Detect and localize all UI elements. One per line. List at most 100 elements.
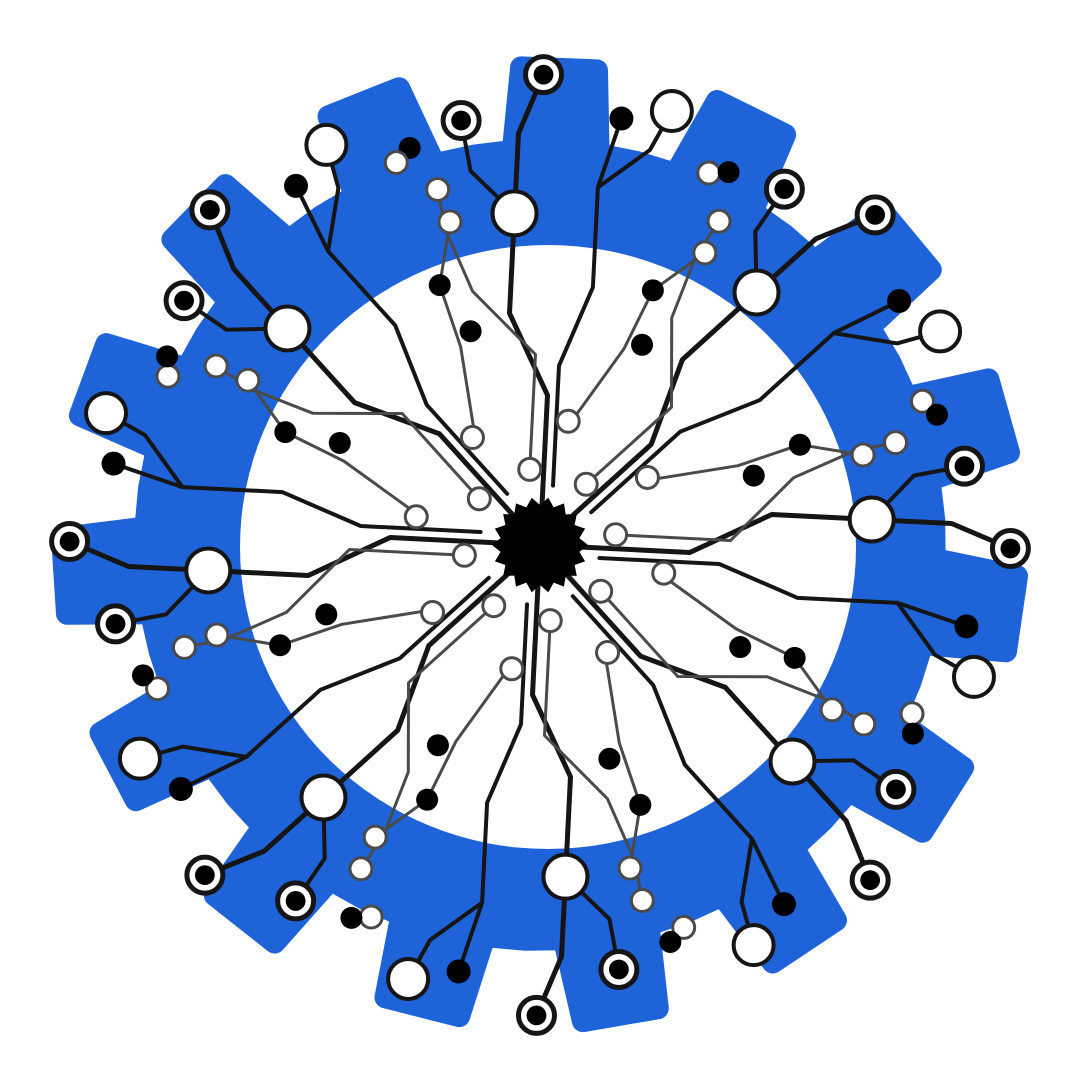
node-mid-open [629,888,655,914]
trace-spine [67,535,503,578]
node-outer-large [84,391,129,436]
node-outer-dark [446,959,471,984]
node-mid-dark [459,320,482,343]
node-ring-core [886,779,906,800]
node-inner-open [499,656,525,682]
node-mid-dark [783,646,806,669]
node-mid-dark [641,279,664,302]
node-mid-open [850,442,876,468]
trace-spine [577,512,1013,555]
node-outer-dark [131,664,154,687]
node-mid-dark [788,433,811,456]
node-outer-dark [284,173,309,198]
node-outer-large [731,923,776,968]
trace-branch-thin [373,662,514,839]
trace-branch [456,602,529,974]
trace-spine [202,569,513,878]
node-mid-dark [274,421,297,444]
node-mid-dark [328,431,351,454]
node-inner-open [588,578,614,604]
node-outer-large [263,304,312,353]
node-inner-open [595,639,621,665]
node-inner-open [603,522,629,548]
trace-branch-thin [246,378,423,519]
node-mid-open [617,855,643,881]
node-inner-open [634,464,660,490]
trace-spine [507,72,550,508]
node-outer-large [732,268,781,317]
node-ring-core [533,64,554,85]
node-mid-dark [426,734,449,757]
node-outer-open [145,676,171,702]
hub-icon [492,497,588,593]
hub-shape [492,497,588,593]
node-outer-dark [901,722,924,745]
node-mid-open [706,208,732,234]
trace-spine [567,212,878,521]
circuit-traces [67,72,1013,1018]
node-outer-open [671,914,697,940]
node-outer-large [649,89,694,134]
node-ring-core [865,204,886,225]
node-mid-open [362,824,388,850]
node-ring-core [954,456,975,477]
node-inner-open [517,456,543,482]
node-outer-large [184,546,233,595]
node-ring-core [860,870,881,891]
node-inner-open [555,408,581,434]
node-mid-open [883,430,909,456]
node-mid-open [171,634,197,660]
trace-branch [551,116,624,488]
node-outer-open [696,160,722,186]
node-outer-open [383,150,409,176]
node-outer-large [490,189,539,238]
node-inner-open [466,486,492,512]
node-outer-open [899,701,925,727]
node-ring-core [608,959,629,980]
node-outer-open [358,904,384,930]
node-mid-open [819,697,845,723]
node-mid-open [851,711,877,737]
node-mid-open [692,240,718,266]
trace-branch-thin [438,220,478,443]
trace-branch-thin [642,443,865,483]
node-mid-dark [729,636,752,659]
node-outer-dark [168,776,193,801]
node-mid-open [203,353,229,379]
trace-branch [570,594,786,907]
node-inner-open [420,600,446,626]
node-outer-dark [340,906,363,929]
node-outer-dark [954,614,979,639]
node-outer-dark [887,289,912,314]
node-outer-large [847,495,896,544]
node-outer-large [304,122,349,167]
node-ring-core [285,891,306,911]
node-ring-core [774,179,795,199]
node-outer-large [386,956,431,1001]
node-mid-dark [416,788,439,811]
node-mid-dark [742,464,765,487]
node-mid-dark [269,634,292,657]
node-inner-open [403,504,429,530]
node-inner-open [481,593,507,619]
node-mid-dark [631,333,654,356]
node-outer-large [951,654,996,699]
trace-branch [178,575,491,791]
trace-spine [564,572,873,883]
node-ring-core [194,865,215,886]
node-outer-dark [926,403,949,426]
node-outer-dark [659,931,682,954]
node-outer-large [768,737,817,786]
node-inner-open [651,560,677,586]
node-ring-core [451,110,472,131]
node-mid-open [204,622,230,648]
node-inner-open [459,425,485,451]
node-ring-core [526,1005,547,1026]
node-mid-open [348,856,374,882]
trace-spine [530,582,573,1018]
trace-branch-thin [602,647,642,870]
node-ring-core [1000,538,1021,559]
node-inner-open [537,608,563,634]
node-ring-core [199,199,220,220]
